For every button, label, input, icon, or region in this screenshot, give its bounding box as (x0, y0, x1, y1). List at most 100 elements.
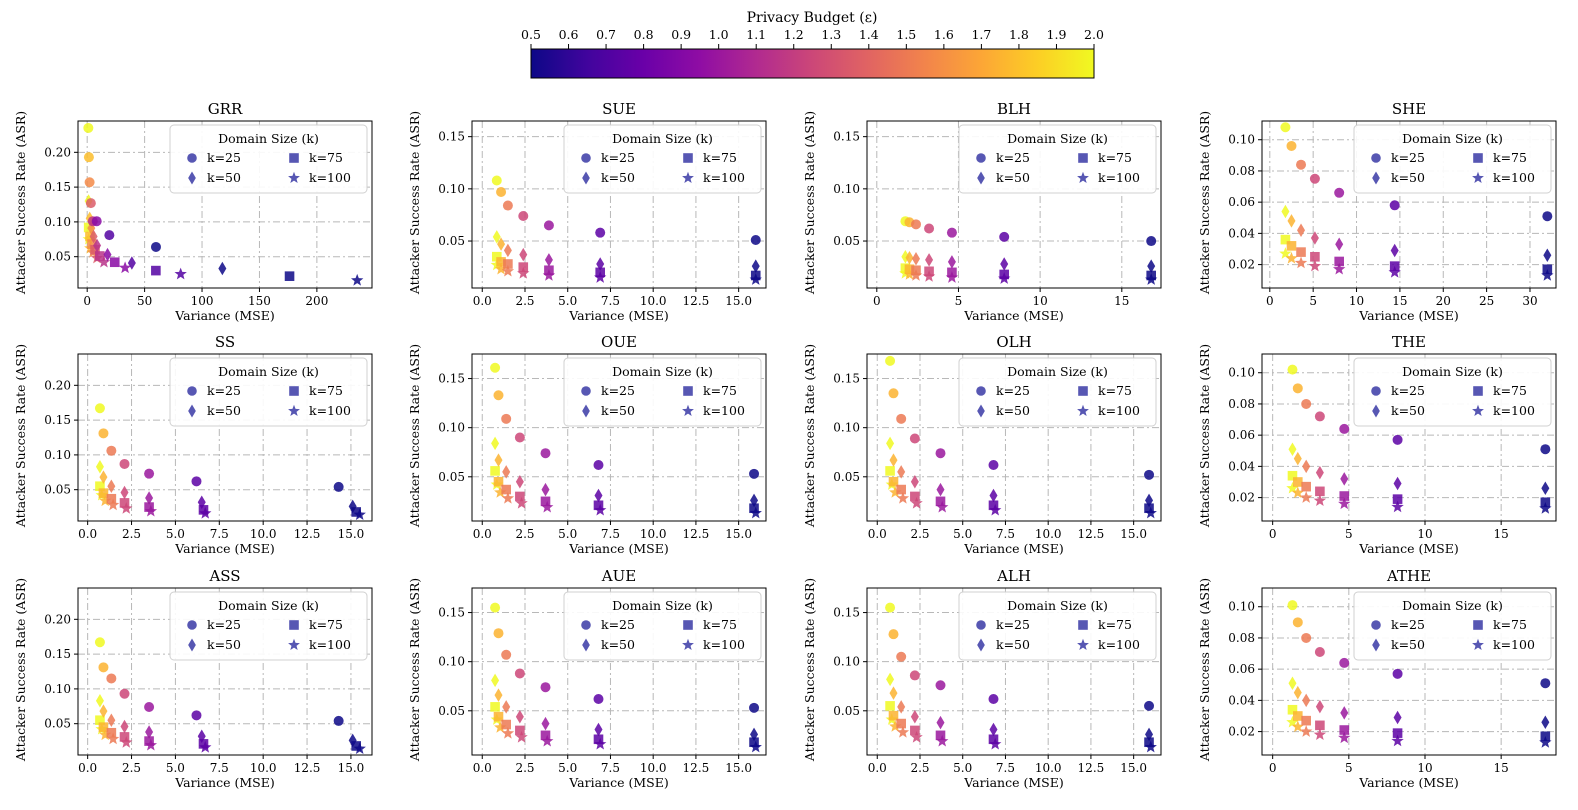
legend-marker-diamond (188, 171, 196, 185)
colorbar-tick-label: 1.7 (971, 27, 991, 42)
data-point-k75-square (496, 257, 506, 267)
x-axis-label: Variance (MSE) (963, 541, 1063, 556)
data-point-k25-circle (896, 413, 907, 424)
data-point-k25-circle (502, 200, 513, 211)
x-tick-label: 12.5 (683, 761, 710, 775)
data-point-k25-circle (540, 448, 551, 459)
legend-title: Domain Size (k) (218, 364, 319, 379)
data-point-k75-square (910, 725, 920, 736)
x-tick-label: 15.0 (338, 527, 365, 541)
data-point-k75-square (896, 718, 906, 729)
data-point-k25-circle (104, 230, 115, 241)
data-point-k25-circle (885, 602, 896, 613)
legend: Domain Size (k) k=25 k=75 k=50 k=100 (1353, 124, 1552, 194)
y-axis-label: Attacker Success Rate (ASR) (13, 111, 28, 295)
data-point-k75-square (95, 481, 105, 492)
data-point-k75-square (1315, 486, 1325, 497)
legend-marker-circle (1371, 386, 1381, 396)
subplot-athe: ATHE 0 5 10 15 0.02 0.04 0.06 0.08 0.10 Variance (… (1197, 567, 1557, 790)
x-tick-label: 15 (1494, 761, 1509, 775)
y-tick-label: 0.05 (44, 250, 71, 264)
x-tick-label: 10 (1349, 294, 1364, 308)
y-tick-label: 0.08 (1228, 631, 1255, 645)
legend-label: k=50 (996, 403, 1030, 418)
legend-marker-square (683, 620, 693, 630)
y-tick-label: 0.08 (1228, 397, 1255, 411)
data-point-k75-square (904, 264, 915, 275)
x-tick-label: 100 (191, 294, 214, 308)
x-axis-label: Variance (MSE) (174, 775, 274, 790)
data-point-k75-square (1339, 725, 1350, 735)
data-point-k75-square (493, 711, 504, 722)
data-point-k100-star (494, 486, 507, 498)
data-point-k75-square (119, 498, 130, 508)
y-tick-label: 0.15 (44, 180, 71, 194)
legend-marker-circle (976, 620, 986, 630)
x-axis-label: Variance (MSE) (568, 775, 668, 790)
data-point-k100-star (910, 496, 923, 509)
y-tick-label: 0.05 (833, 234, 860, 248)
data-point-k50-diamond (1302, 459, 1311, 474)
data-point-k50-diamond (1543, 248, 1552, 262)
x-tick-label: 5.0 (166, 527, 185, 541)
data-point-k75-square (95, 251, 105, 261)
data-point-k50-diamond (1145, 493, 1154, 508)
x-tick-label: 2.5 (515, 294, 534, 308)
y-axis-label: Attacker Success Rate (ASR) (802, 578, 817, 762)
legend-label: k=50 (996, 170, 1030, 185)
legend-marker-diamond (1372, 404, 1380, 418)
y-tick-label: 0.10 (44, 448, 71, 462)
data-points (1286, 364, 1552, 514)
subplot-title: SHE (1392, 100, 1426, 118)
subplot-oue: OUE 0.0 2.5 5.0 7.5 10.0 12.5 15.0 0.05 0.10 0.15 V… (407, 333, 767, 556)
x-tick-label: 12.5 (294, 761, 321, 775)
legend: Domain Size (k) k=25 k=75 k=50 k=100 (563, 357, 762, 427)
legend-title: Domain Size (k) (218, 598, 319, 613)
data-point-k50-diamond (491, 436, 500, 451)
legend-marker-star (682, 171, 694, 184)
legend-label: k=25 (601, 150, 635, 165)
y-tick-label: 0.06 (1228, 662, 1255, 676)
y-tick-label: 0.05 (833, 704, 860, 718)
data-point-k25-circle (749, 468, 760, 479)
data-point-k25-circle (191, 710, 202, 721)
colorbar-tick-label: 1.6 (934, 27, 954, 42)
plot-frame (1261, 353, 1557, 522)
data-point-k50-diamond (348, 499, 357, 514)
legend-box (563, 124, 762, 194)
data-point-k25-circle (1287, 600, 1298, 611)
plot-frame (77, 587, 373, 756)
legend-marker-diamond (582, 171, 590, 185)
data-point-k50-diamond (99, 470, 108, 484)
legend-box (563, 357, 762, 427)
data-points (885, 602, 1157, 753)
data-point-k75-square (896, 484, 906, 495)
subplot-title: SUE (602, 100, 636, 118)
y-tick-label: 0.02 (1228, 491, 1255, 505)
data-point-k25-circle (85, 198, 96, 209)
data-point-k75-square (1542, 264, 1553, 275)
data-point-k25-circle (1292, 617, 1303, 628)
legend-label: k=50 (1391, 637, 1425, 652)
y-tick-label: 0.02 (1228, 258, 1255, 272)
data-point-k75-square (1286, 241, 1297, 251)
plot-frame (1261, 587, 1557, 756)
data-point-k25-circle (91, 216, 102, 227)
legend-title: Domain Size (k) (1402, 364, 1503, 379)
data-point-k75-square (518, 262, 529, 272)
legend-title: Domain Size (k) (1007, 131, 1108, 146)
data-point-k50-diamond (750, 727, 759, 742)
data-point-k75-square (1540, 731, 1551, 742)
data-point-k100-star (936, 734, 949, 747)
data-point-k50-diamond (1288, 676, 1297, 690)
data-point-k100-star (1299, 725, 1313, 737)
data-point-k100-star (936, 500, 949, 513)
x-tick-label: 10.0 (640, 527, 667, 541)
x-tick-label: 7.5 (601, 527, 620, 541)
subplot-ass: ASS 0.0 2.5 5.0 7.5 10.0 12.5 15.0 0.05 0.10 0.15 0… (13, 567, 373, 790)
legend-title: Domain Size (k) (1402, 131, 1503, 146)
y-tick-label: 0.15 (44, 647, 71, 661)
legend-label: k=25 (207, 617, 241, 632)
data-point-k25-circle (1144, 469, 1155, 480)
data-point-k25-circle (98, 662, 109, 673)
